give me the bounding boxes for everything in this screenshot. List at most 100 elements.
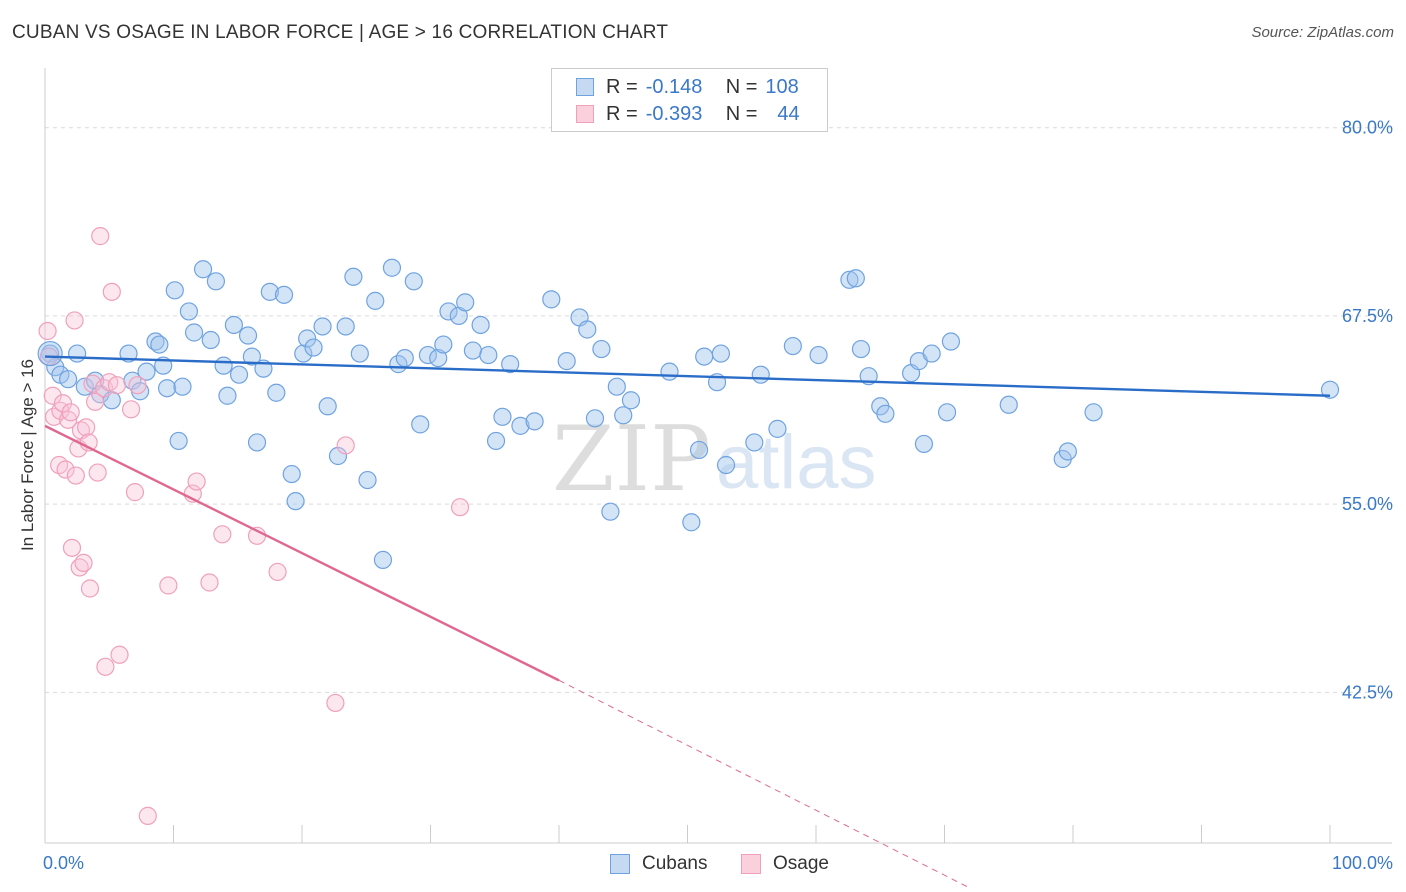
cubans-point <box>404 272 423 291</box>
osage-point <box>326 693 345 713</box>
cubans-point <box>179 302 199 321</box>
cubans-point <box>298 329 317 348</box>
cubans-point <box>247 433 267 452</box>
r-label: R = <box>606 102 638 125</box>
points-layer <box>37 227 1340 825</box>
cubans-point <box>318 397 337 416</box>
watermark-atlas: atlas <box>716 420 877 505</box>
cubans-point <box>224 315 243 335</box>
cubans-point <box>557 352 576 371</box>
cubans-point <box>922 344 941 363</box>
grid-layer <box>45 127 1392 693</box>
axis-layer <box>44 68 1392 844</box>
cubans-point <box>238 326 258 345</box>
cubans-point <box>745 433 764 452</box>
cubans-swatch <box>576 78 594 96</box>
cubans-point <box>267 383 286 402</box>
cubans-point <box>682 513 701 532</box>
cubans-point <box>689 440 709 460</box>
osage-point <box>61 403 80 422</box>
cubans-point <box>607 377 626 396</box>
cubans-point <box>716 455 736 475</box>
cubans-point <box>373 550 393 569</box>
chart-title: CUBAN VS OSAGE IN LABOR FORCE | AGE > 16… <box>12 22 669 43</box>
cubans-point <box>1084 403 1103 422</box>
cubans-point <box>344 267 363 286</box>
watermark: ZIP atlas <box>552 407 877 512</box>
osage-point <box>38 321 57 341</box>
osage-point <box>125 483 145 502</box>
osage-point <box>65 311 84 330</box>
osage-point <box>74 553 93 573</box>
cubans-point <box>434 335 453 354</box>
cubans-point <box>336 317 355 336</box>
osage-point <box>102 282 121 301</box>
osage-point <box>56 460 75 479</box>
osage-point <box>159 576 178 595</box>
osage-trend-line <box>44 424 560 682</box>
cubans-point <box>456 293 475 312</box>
osage-point <box>80 579 100 598</box>
cubans-point <box>59 370 78 389</box>
cubans-point <box>173 377 192 396</box>
cubans-point <box>601 502 620 521</box>
osage-point <box>128 376 147 395</box>
cubans-point <box>463 341 483 360</box>
cubans-point <box>382 258 402 277</box>
cubans-point <box>542 290 561 309</box>
trend-layer <box>44 355 1331 889</box>
r-label: R = <box>606 75 638 98</box>
n-value: 44 <box>777 102 800 125</box>
y-tick-label: 67.5% <box>1342 306 1393 326</box>
cubans-point <box>621 391 641 410</box>
cubans-point <box>206 272 226 291</box>
osage-point <box>96 657 115 676</box>
cubans-cluster-point <box>37 340 63 367</box>
legend-item-cubans: Cubans <box>610 851 708 877</box>
cubans-point <box>282 464 301 484</box>
correlation-legend: R = -0.148 N = 108 R = -0.393 N = 44 <box>551 68 828 132</box>
osage-point <box>91 227 110 246</box>
n-label: N = <box>725 75 758 98</box>
cubans-point <box>169 431 188 451</box>
osage-point <box>268 562 287 582</box>
cubans-point <box>592 339 611 359</box>
cubans-point <box>294 344 313 363</box>
x-tick-label-max: 100.0% <box>1332 853 1393 873</box>
cubans-point <box>751 365 770 384</box>
osage-legend-swatch <box>741 854 761 874</box>
cubans-legend-label: Cubans <box>642 853 708 874</box>
cubans-point <box>418 345 438 365</box>
cubans-point <box>350 344 369 363</box>
cubans-legend-swatch <box>610 854 630 874</box>
x-tick-label-min: 0.0% <box>43 853 84 873</box>
osage-point <box>110 645 129 664</box>
cubans-point <box>585 409 605 428</box>
cubans-point <box>999 395 1018 414</box>
osage-point <box>62 538 82 557</box>
y-tick-label: 80.0% <box>1342 118 1393 138</box>
cubans-point <box>229 365 249 384</box>
osage-swatch <box>576 105 594 123</box>
cubans-point <box>366 291 385 310</box>
cubans-point <box>150 335 169 354</box>
cubans-point <box>486 431 506 451</box>
cubans-point <box>242 347 261 366</box>
osage-point <box>66 466 85 485</box>
label-layer: 42.5% 55.0% 67.5% 80.0% 0.0% 100.0% In Labor F… <box>18 118 1393 873</box>
osage-point <box>43 386 62 405</box>
osage-point <box>107 376 127 395</box>
cubans-point <box>840 270 859 289</box>
cubans-point <box>914 434 934 454</box>
r-value: -0.148 <box>645 75 703 98</box>
osage-point <box>213 525 232 544</box>
cubans-point <box>783 336 802 356</box>
cubans-point <box>501 355 520 374</box>
cubans-point <box>260 282 279 301</box>
y-tick-label: 42.5% <box>1342 682 1393 702</box>
cubans-point <box>193 260 213 279</box>
cubans-point <box>768 419 787 438</box>
cubans-trend-line <box>44 355 1331 397</box>
cubans-point <box>660 362 679 381</box>
